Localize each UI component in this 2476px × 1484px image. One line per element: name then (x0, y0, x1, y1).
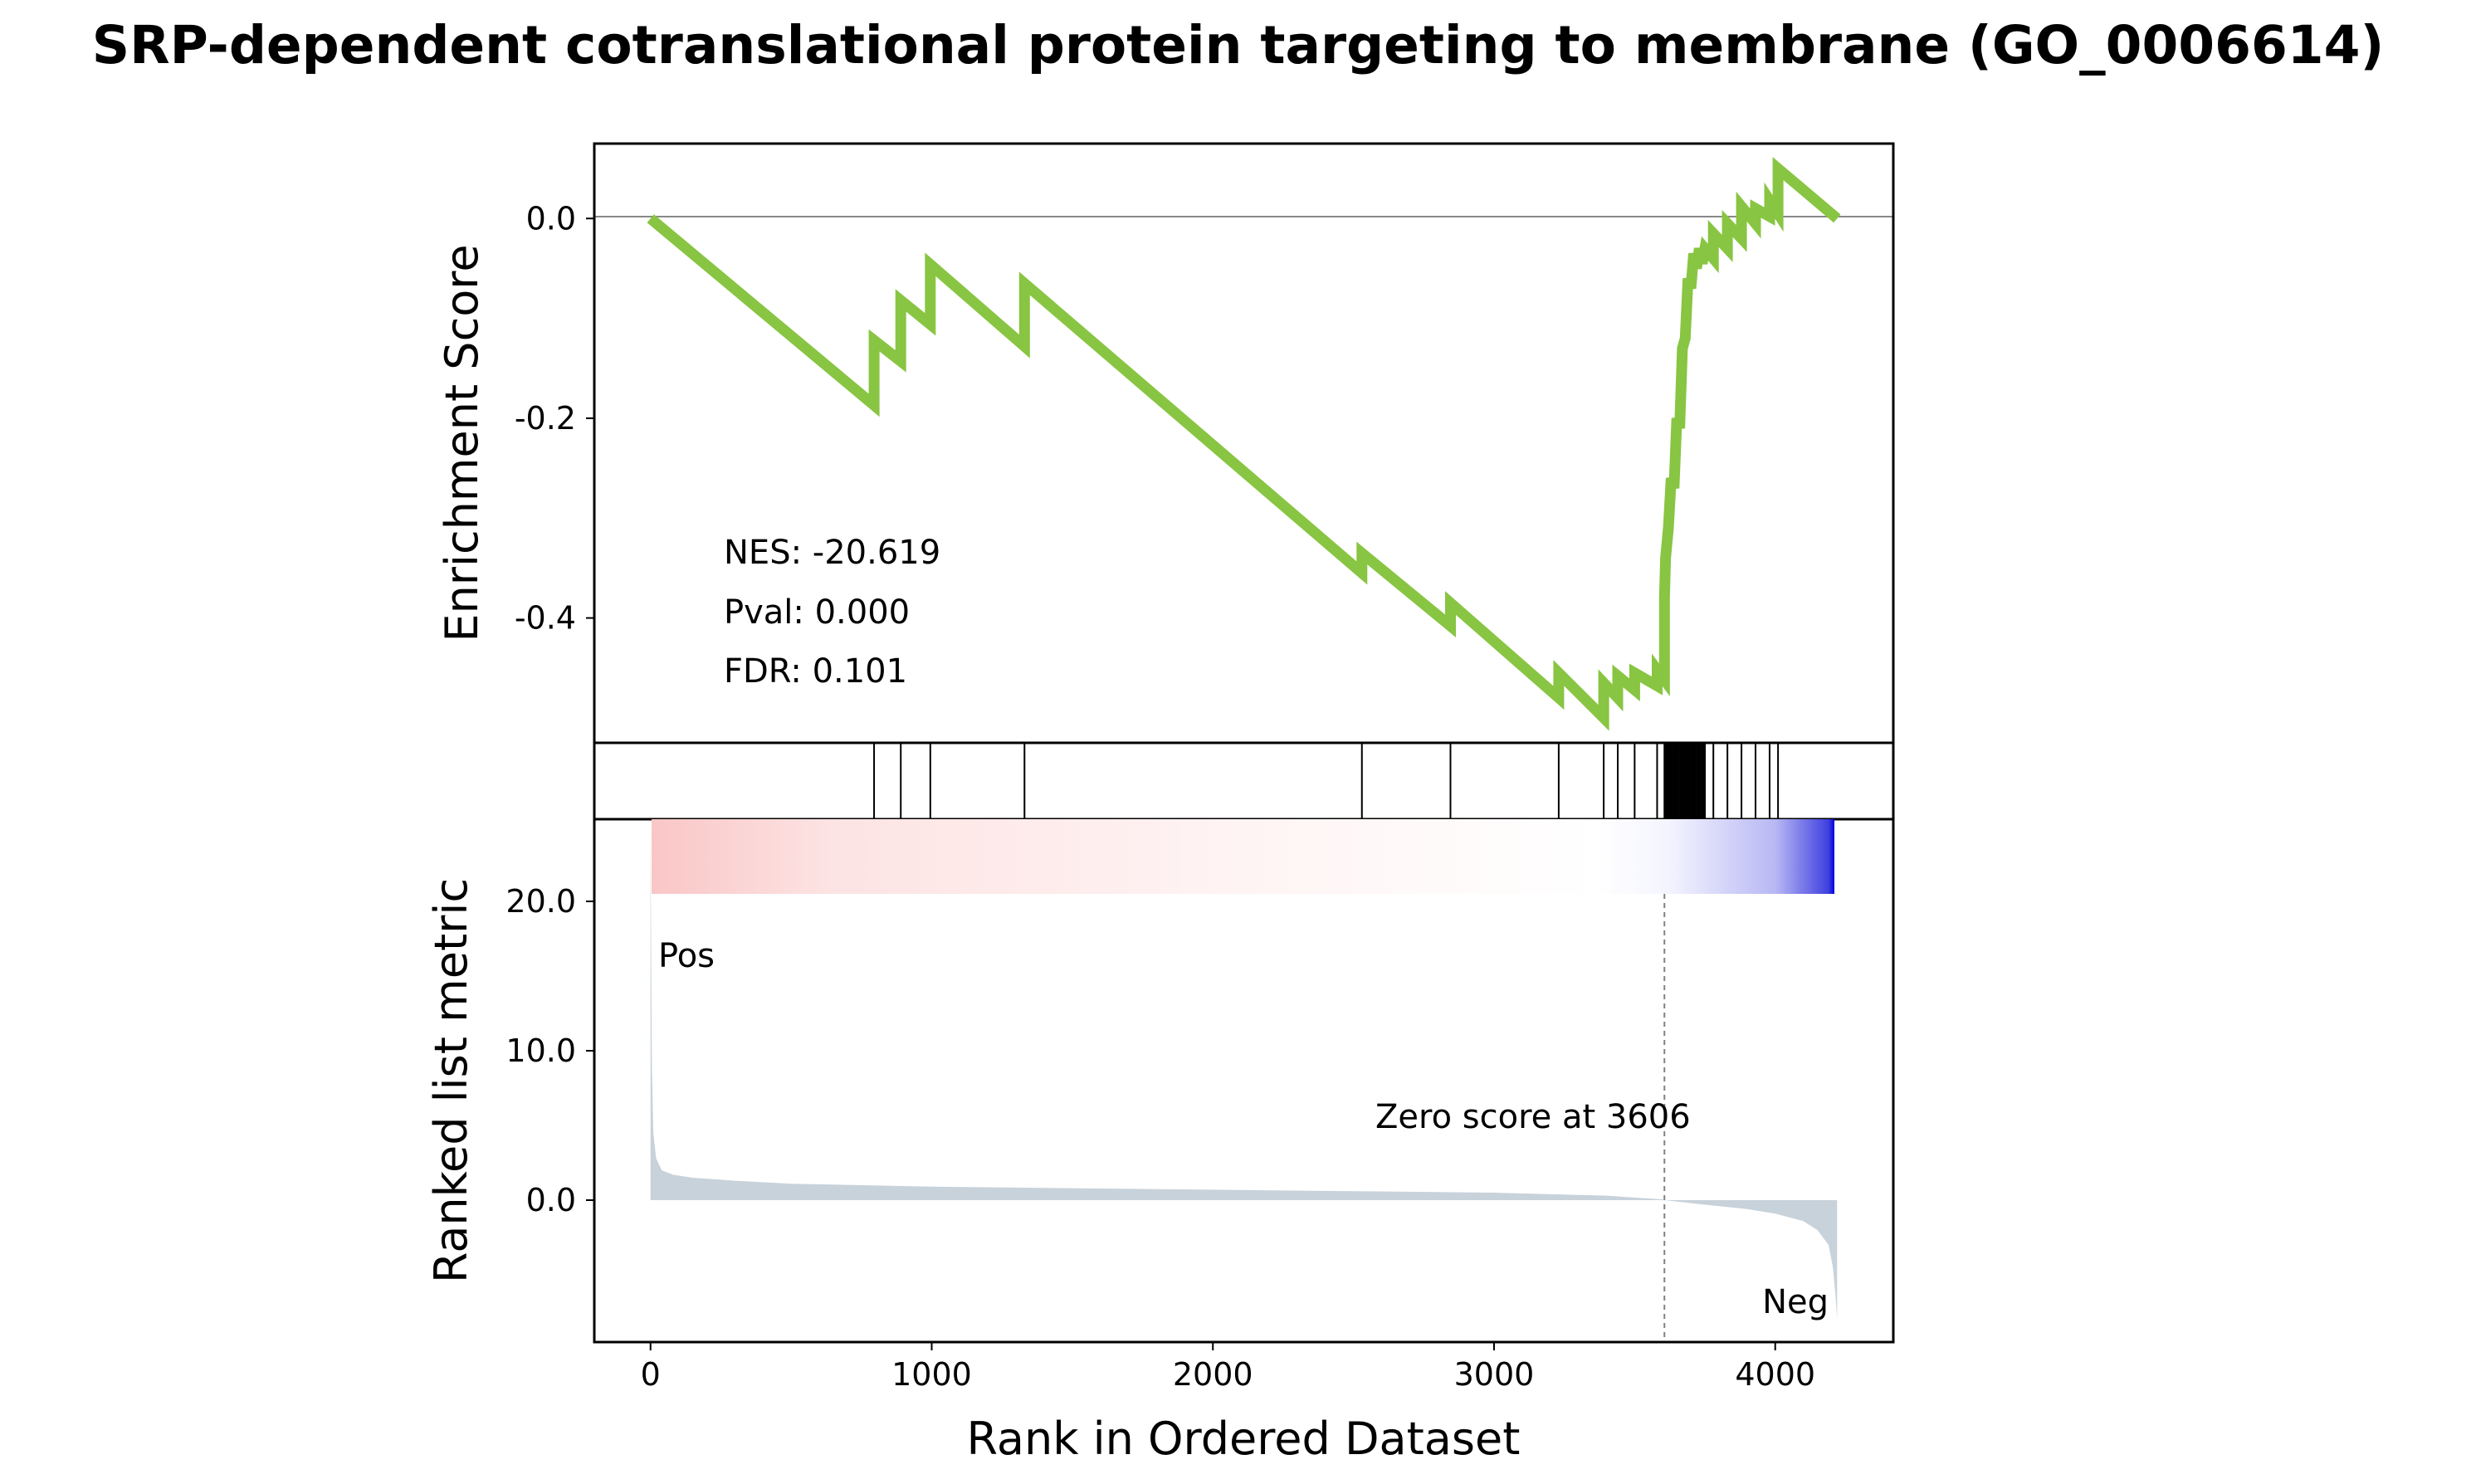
chart-title: SRP-dependent cotranslational protein ta… (91, 15, 2385, 76)
fdr-label: FDR: 0.101 (724, 652, 907, 691)
metric-xtick-label: 4000 (1735, 1356, 1815, 1393)
hit-lines (873, 743, 1780, 819)
es-y-axis: 0.0 -0.2 -0.4 (515, 200, 594, 637)
rank-color-bar (652, 819, 1834, 894)
metric-ylabel: Ranked list metric (425, 878, 477, 1283)
es-ytick-label: 0.0 (526, 200, 576, 237)
metric-ytick-label: 10.0 (505, 1032, 576, 1069)
zero-score-label: Zero score at 3606 (1375, 1098, 1691, 1136)
metric-xtick-label: 2000 (1173, 1356, 1253, 1393)
metric-xtick-label: 3000 (1454, 1356, 1535, 1393)
ranked-metric-panel: Pos Neg Zero score at 3606 20.0 10.0 0.0 0… (425, 819, 1895, 1465)
enrichment-panel: 0.0 -0.2 -0.4 NES: -20.619 Pval: 0.000 FDR… (436, 142, 1895, 744)
es-ytick-label: -0.2 (515, 400, 576, 437)
nes-label: NES: -20.619 (724, 534, 940, 572)
neg-label: Neg (1762, 1283, 1829, 1321)
metric-y-axis: 20.0 10.0 0.0 (505, 883, 594, 1218)
metric-frame (593, 819, 1895, 1344)
pos-label: Pos (658, 937, 715, 975)
metric-xtick-label: 1000 (891, 1356, 972, 1393)
es-ytick-label: -0.4 (515, 600, 576, 637)
metric-xtick-label: 0 (641, 1356, 661, 1393)
ranked-metric-area (650, 827, 1838, 1320)
metric-ytick-label: 0.0 (526, 1182, 576, 1218)
hits-panel (593, 741, 1895, 821)
pval-label: Pval: 0.000 (724, 593, 910, 632)
metric-xlabel: Rank in Ordered Dataset (967, 1413, 1521, 1465)
es-ylabel: Enrichment Score (436, 244, 488, 642)
metric-ytick-label: 20.0 (505, 883, 576, 920)
enrichment-score-line (647, 157, 1841, 731)
metric-x-axis: 0 1000 2000 3000 4000 (641, 1342, 1815, 1393)
